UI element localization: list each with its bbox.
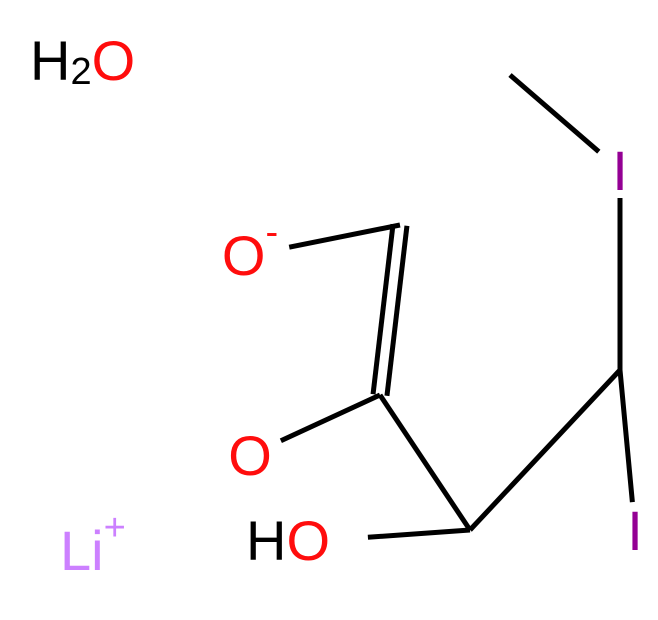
water-label: H2O — [30, 29, 135, 94]
atom-label: I — [627, 499, 643, 562]
bond — [470, 370, 620, 530]
atom-label: O — [228, 424, 272, 487]
bond — [373, 224, 407, 396]
atom-label: O- — [222, 212, 278, 287]
bond — [289, 225, 400, 247]
bond — [510, 75, 599, 152]
atom-label: HO — [246, 509, 330, 572]
lithium-label: Li+ — [60, 507, 126, 582]
atom-label: I — [612, 139, 628, 202]
bond — [620, 370, 632, 502]
molecule-diagram: I I O- O HO H2O Li+ — [0, 0, 658, 620]
bond — [368, 530, 470, 537]
bond — [380, 395, 470, 530]
bond — [281, 395, 380, 441]
